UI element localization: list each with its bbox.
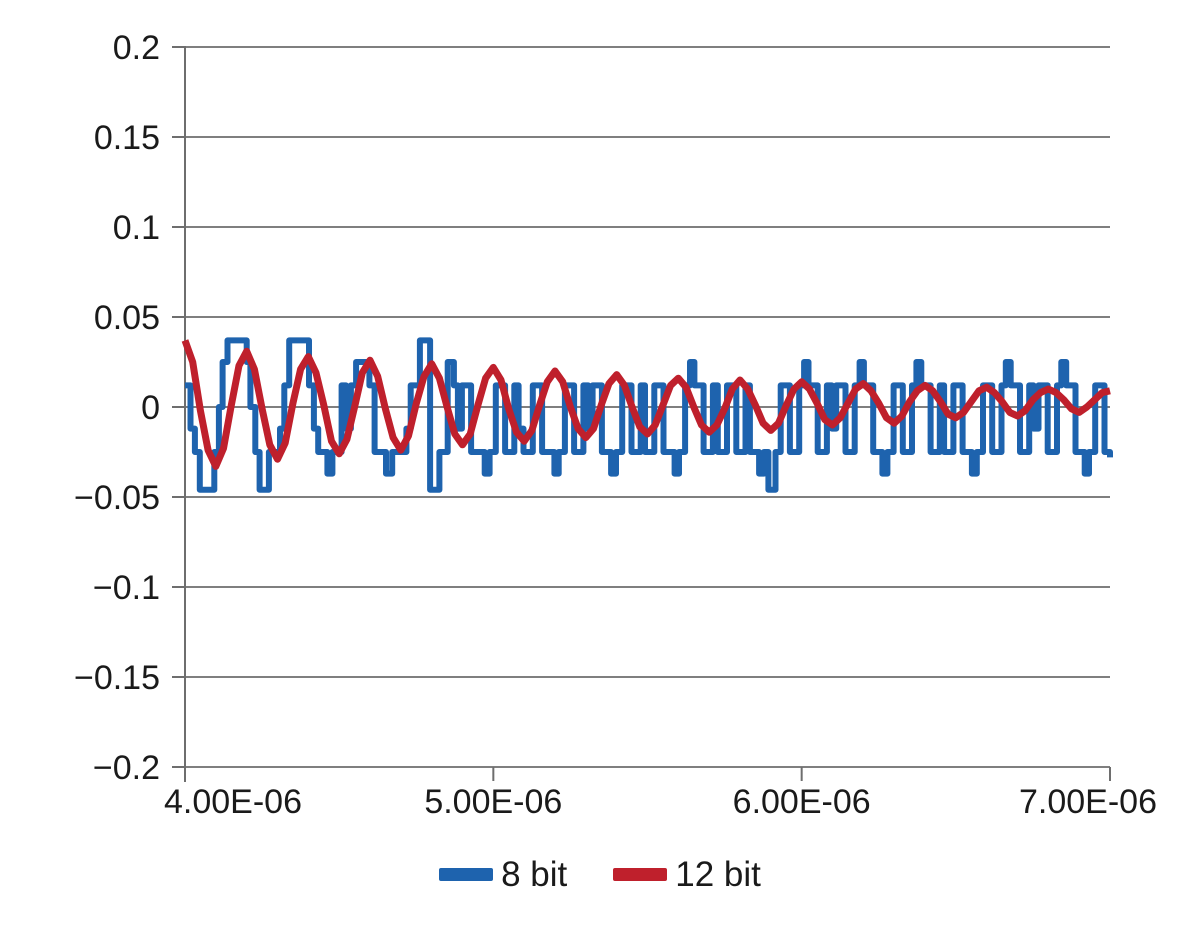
- legend-item-12bit: 12 bit: [613, 857, 761, 892]
- legend-label-12bit: 12 bit: [675, 855, 761, 894]
- legend-swatch-12bit-icon: [613, 868, 668, 881]
- x-tick-label: 4.00E-06: [164, 783, 302, 821]
- y-tick-label: −0.1: [93, 569, 160, 607]
- legend-item-8bit: 8 bit: [439, 857, 567, 892]
- legend-label-8bit: 8 bit: [501, 855, 568, 894]
- y-tick-label: −0.15: [74, 659, 160, 697]
- series-12-bit-line: [181, 339, 1111, 470]
- y-tick-label: 0.15: [94, 119, 160, 157]
- y-tick-label: 0: [141, 389, 160, 427]
- legend: 8 bit 12 bit: [0, 857, 1200, 892]
- legend-swatch-8bit-icon: [439, 868, 494, 881]
- x-tick-label: 6.00E-06: [733, 783, 871, 821]
- y-tick-label: −0.05: [74, 479, 160, 517]
- x-tick-label: 7.00E-06: [1019, 783, 1157, 821]
- y-tick-label: −0.2: [93, 749, 160, 787]
- y-tick-label: 0.05: [94, 299, 160, 337]
- series-8-bit-line: [185, 337, 1113, 493]
- y-tick-label: 0.2: [113, 29, 160, 67]
- x-tick-label: 5.00E-06: [424, 783, 562, 821]
- y-tick-label: 0.1: [113, 209, 160, 247]
